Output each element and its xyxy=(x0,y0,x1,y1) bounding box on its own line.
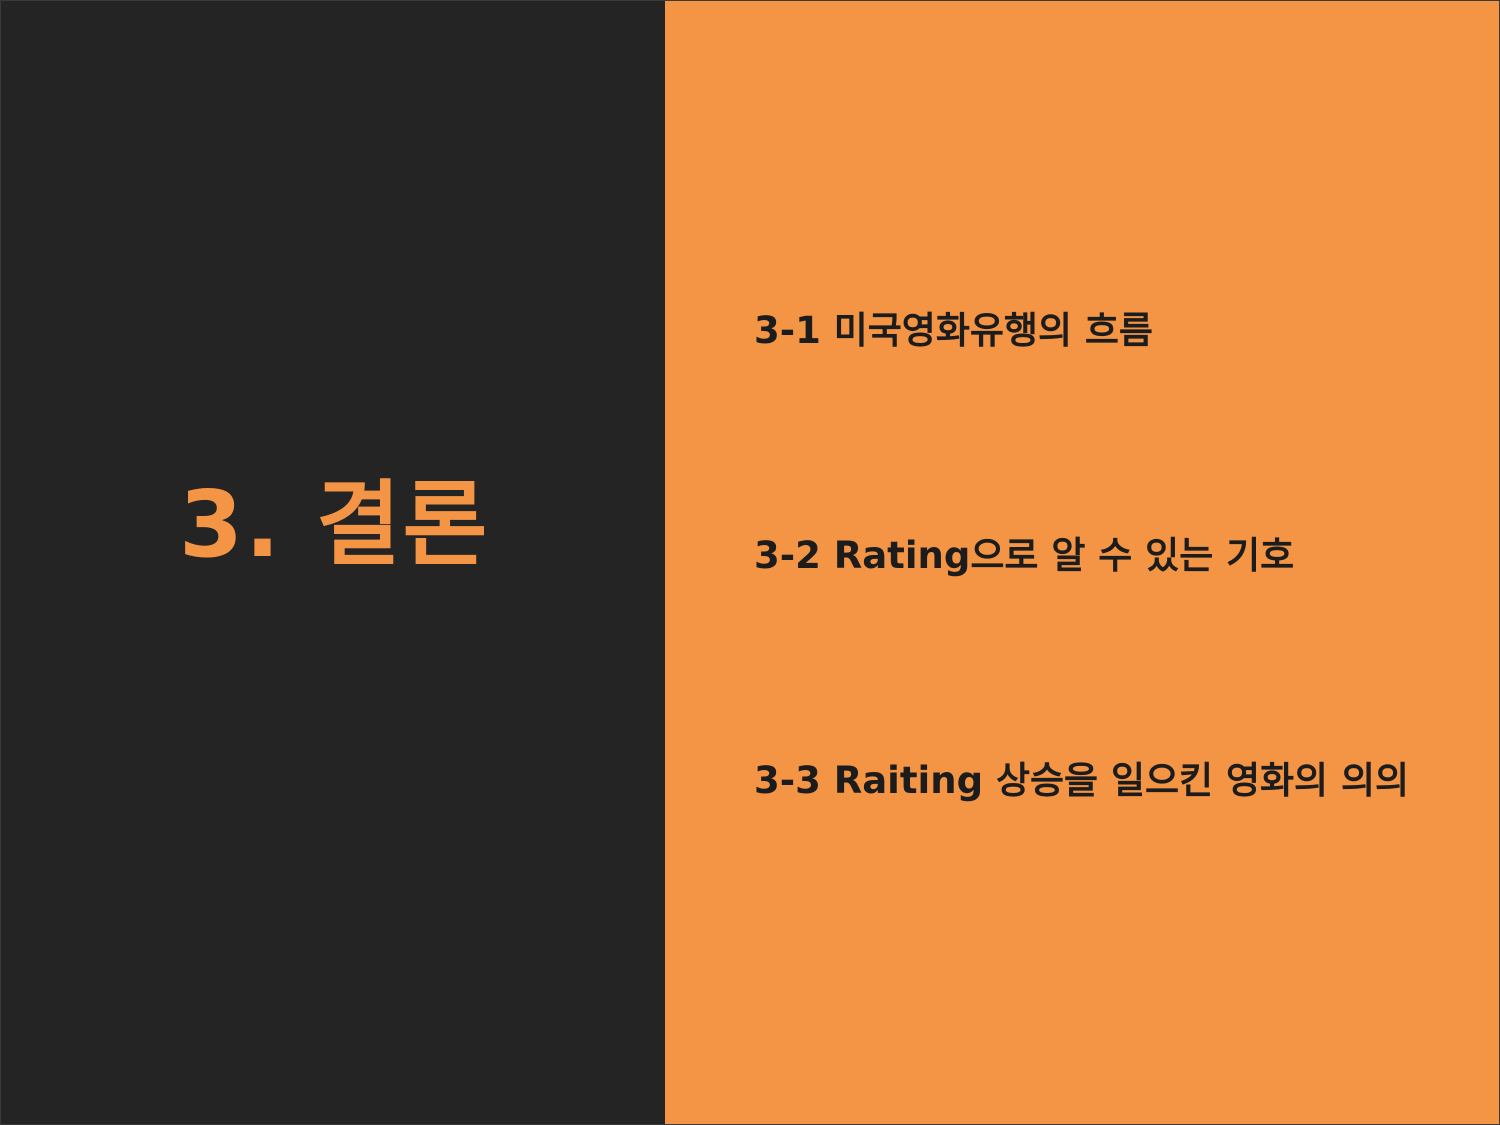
contents-item-3-2: 3-2 Rating으로 알 수 있는 기호 xyxy=(754,534,1295,577)
section-title: 3. 결론 xyxy=(179,471,490,578)
contents-panel: 3-1 미국영화유행의 흐름 3-2 Rating으로 알 수 있는 기호 3-… xyxy=(665,1,1499,1124)
contents-item-3-3: 3-3 Raiting 상승을 일으킨 영화의 의의 xyxy=(754,759,1410,802)
contents-item-3-1: 3-1 미국영화유행의 흐름 xyxy=(754,309,1153,352)
title-panel: 3. 결론 xyxy=(1,1,665,1124)
